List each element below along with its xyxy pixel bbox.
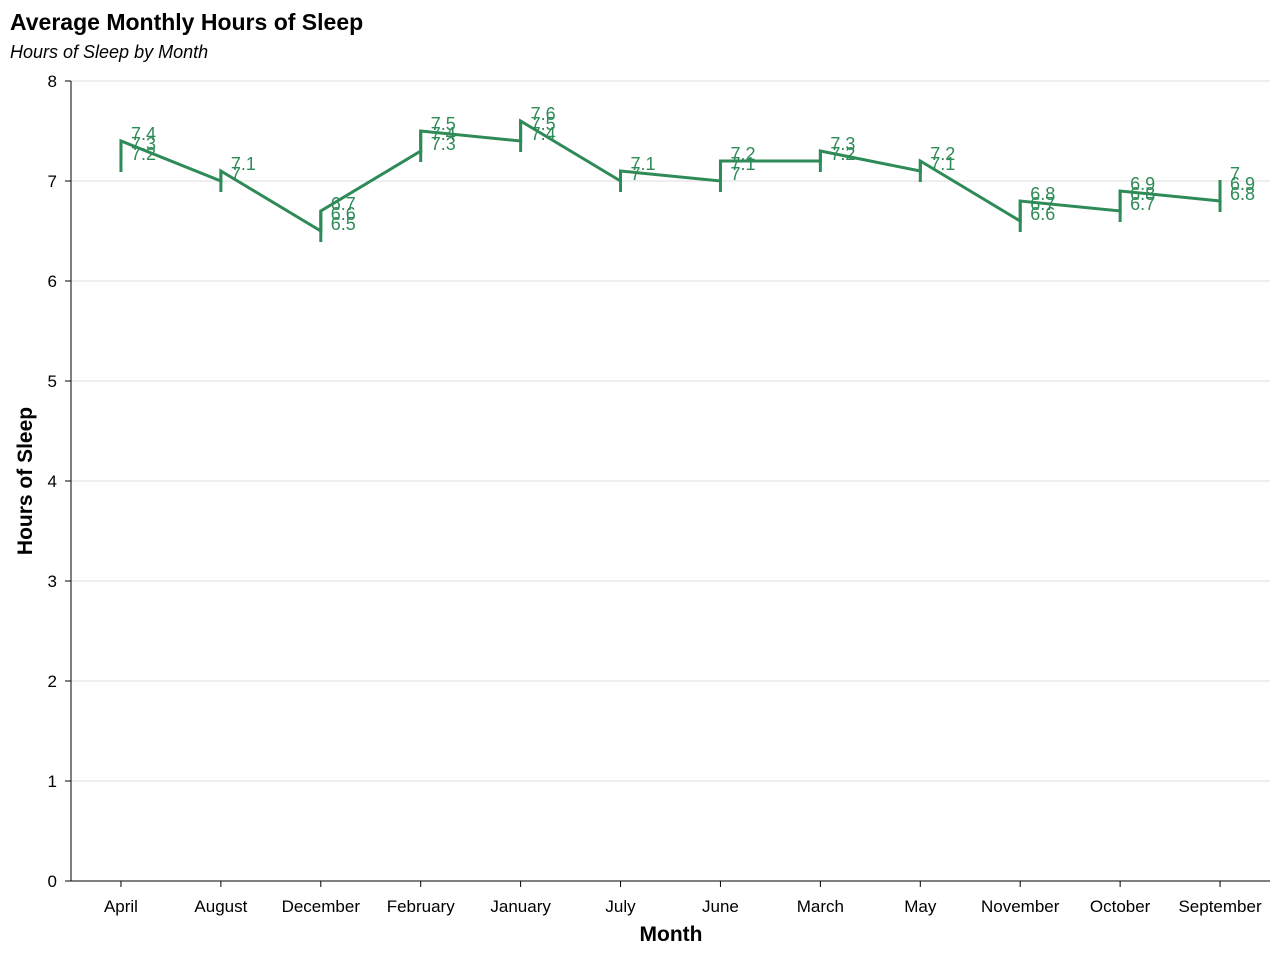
- data-label: 6.5: [331, 214, 356, 234]
- data-label: 7.2: [830, 144, 855, 164]
- y-tick-label: 3: [48, 572, 57, 591]
- y-tick-label: 1: [48, 772, 57, 791]
- y-tick-label: 5: [48, 372, 57, 391]
- data-label: 6.7: [1130, 194, 1155, 214]
- data-label: 7.4: [131, 124, 156, 144]
- data-label: 7: [730, 164, 740, 184]
- y-axis: 0 1 2 3 4 5 6 7 8: [48, 72, 72, 891]
- x-tick-label: March: [797, 897, 844, 916]
- data-label: 7.3: [131, 134, 156, 154]
- x-axis: April August December February January July Ju…: [71, 880, 1270, 916]
- data-label: 7.4: [431, 124, 456, 144]
- chart-subtitle: Hours of Sleep by Month: [10, 42, 208, 62]
- data-label: 6.9: [1230, 174, 1255, 194]
- y-tick-label: 2: [48, 672, 57, 691]
- x-tick-label: April: [104, 897, 138, 916]
- y-axis-title: Hours of Sleep: [14, 407, 37, 555]
- data-label: 7: [1230, 164, 1240, 184]
- data-label: 7.2: [930, 144, 955, 164]
- data-label: 6.7: [331, 194, 356, 214]
- data-label: 6.7: [1030, 194, 1055, 214]
- data-label: 7.6: [531, 104, 556, 124]
- x-tick-label: October: [1090, 897, 1151, 916]
- data-label: 7: [231, 164, 241, 184]
- x-tick-label: January: [490, 897, 551, 916]
- x-tick-label: May: [904, 897, 937, 916]
- data-label: 7.1: [730, 154, 755, 174]
- x-tick-label: July: [605, 897, 636, 916]
- data-label: 7.2: [730, 144, 755, 164]
- data-label: 7.3: [431, 134, 456, 154]
- data-label: 6.6: [331, 204, 356, 224]
- data-label: 7.1: [631, 154, 656, 174]
- y-tick-label: 7: [48, 172, 57, 191]
- data-label: 7.1: [930, 154, 955, 174]
- series-line: [119, 118, 1222, 234]
- data-label: 7.2: [131, 144, 156, 164]
- y-tick-label: 0: [48, 872, 57, 891]
- data-label: 6.8: [1230, 184, 1255, 204]
- y-tick-label: 8: [48, 72, 57, 91]
- x-tick-label: November: [981, 897, 1060, 916]
- data-label: 6.6: [1030, 204, 1055, 224]
- data-label: 7.5: [431, 114, 456, 134]
- y-tick-label: 4: [48, 472, 57, 491]
- data-label: 6.8: [1130, 184, 1155, 204]
- data-label: 7.1: [231, 154, 256, 174]
- y-tick-label: 6: [48, 272, 57, 291]
- marks: 7.47.37.2 7.176.76.66.57.57.47.37.67.57.4…: [119, 104, 1255, 242]
- x-axis-title: Month: [640, 923, 703, 946]
- data-label: 7.4: [531, 124, 556, 144]
- x-tick-label: December: [282, 897, 361, 916]
- x-tick-label: August: [194, 897, 247, 916]
- data-label: 7: [631, 164, 641, 184]
- x-tick-label: June: [702, 897, 739, 916]
- data-label: 6.9: [1130, 174, 1155, 194]
- data-label: 7.5: [531, 114, 556, 134]
- data-label: 6.8: [1030, 184, 1055, 204]
- x-tick-label: September: [1178, 897, 1261, 916]
- x-tick-label: February: [387, 897, 456, 916]
- grid: [71, 80, 1270, 782]
- data-label: 7.3: [830, 134, 855, 154]
- chart-title: Average Monthly Hours of Sleep: [10, 9, 363, 35]
